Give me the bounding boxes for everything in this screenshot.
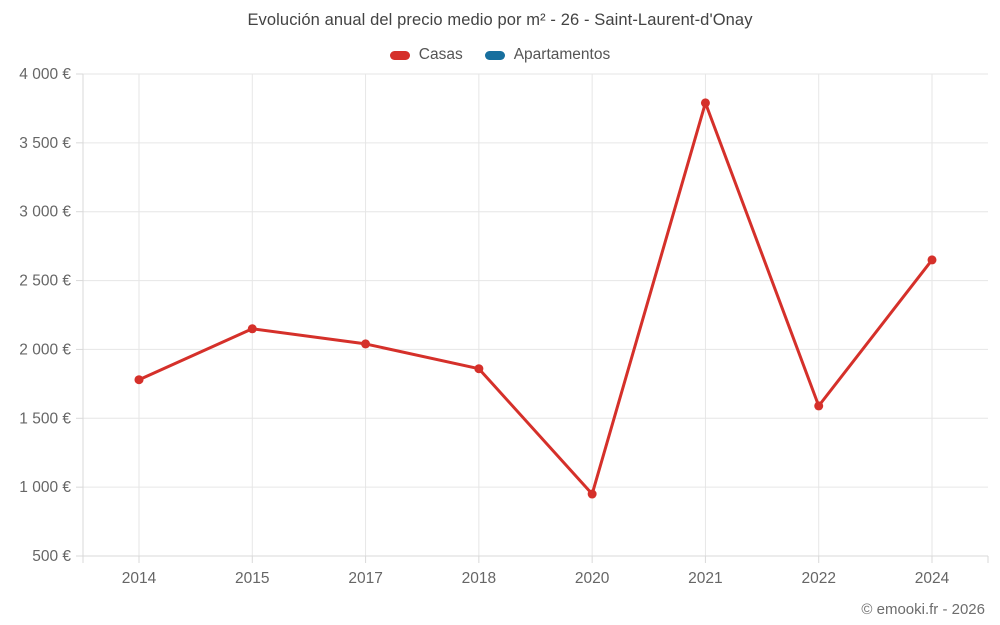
data-point-casas-2020[interactable] [587,489,597,499]
apartamentos-legend-swatch-icon [484,50,505,60]
x-axis-tick-label: 2021 [688,570,722,587]
x-axis-tick-label: 2018 [462,570,496,587]
data-point-casas-2024[interactable] [927,255,937,265]
y-axis-tick-label: 3 000 € [19,204,71,221]
legend-label-apartamentos: Apartamentos [513,46,611,63]
data-point-casas-2017[interactable] [361,339,371,349]
x-axis-tick-label: 2022 [801,570,835,587]
legend-label-casas: Casas [418,46,463,63]
y-axis-tick-label: 1 500 € [19,410,71,427]
y-axis-tick-label: 500 € [32,548,71,565]
series-line-casas [137,101,934,496]
x-axis-tick-label: 2017 [348,570,382,587]
footer-credit: © emooki.fr - 2026 [861,601,985,618]
casas-legend-swatch-icon [389,50,410,60]
x-axis-tick-label: 2020 [575,570,610,587]
y-axis-tick-label: 3 500 € [19,135,71,152]
legend-item-casas[interactable]: Casas [389,46,463,64]
x-axis-tick-label: 2014 [122,570,157,587]
x-axis-tick-label: 2015 [235,570,269,587]
y-axis-tick-label: 4 000 € [19,66,71,83]
chart-legend: Casas Apartamentos [0,46,1000,64]
data-point-casas-2018[interactable] [474,364,484,374]
x-axis-tick-label: 2024 [915,570,950,587]
y-axis-tick-label: 1 000 € [19,479,71,496]
y-axis-tick-label: 2 000 € [19,341,71,358]
page-title: Evolución anual del precio medio por m² … [247,11,753,29]
legend-item-apartamentos[interactable]: Apartamentos [484,46,611,64]
y-axis-tick-label: 2 500 € [19,273,71,290]
data-point-casas-2014[interactable] [134,375,144,385]
data-point-casas-2021[interactable] [700,98,710,108]
data-point-casas-2015[interactable] [247,324,257,334]
data-point-casas-2022[interactable] [814,401,824,411]
